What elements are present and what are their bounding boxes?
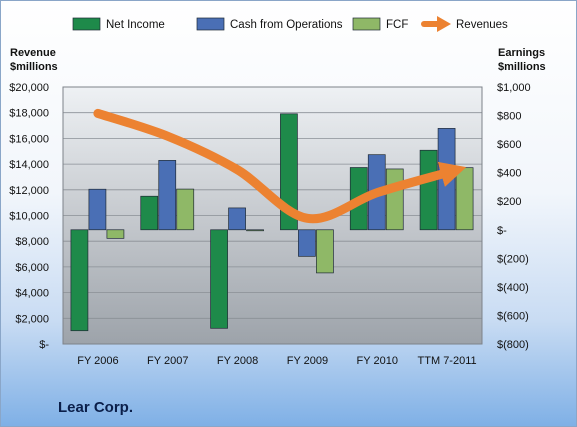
bar-net-income (70, 229, 89, 332)
gridlines (62, 86, 483, 345)
right-tick-label: $(800) (497, 339, 529, 351)
bar-cash-from-operations (88, 188, 107, 231)
legend-label-fcf: FCF (386, 19, 408, 31)
left-tick-label: $20,000 (9, 82, 49, 94)
left-tick-label: $2,000 (15, 313, 49, 325)
x-tick-label: FY 2008 (217, 355, 258, 367)
right-tick-label: $(600) (497, 310, 529, 322)
left-axis-label-line2: $millions (10, 61, 58, 73)
right-tick-label: $(400) (497, 282, 529, 294)
left-axis: Revenue $millions $- $2,000 $4,000 $6,000 $8… (9, 47, 57, 351)
legend-arrow-revenues (437, 16, 451, 32)
left-tick-label: $18,000 (9, 108, 49, 120)
right-tick-label: $(200) (497, 253, 529, 265)
x-tick-label: FY 2006 (77, 355, 118, 367)
right-axis-label-line1: Earnings (498, 47, 545, 59)
left-axis-label-line1: Revenue (10, 47, 56, 59)
legend-swatch-net-income (72, 17, 101, 31)
plot-border (62, 86, 483, 345)
right-axis-label-line2: $millions (498, 61, 546, 73)
bar-net-income (280, 113, 298, 231)
x-tick-label: FY 2007 (147, 355, 188, 367)
bar-cash-from-operations (298, 229, 316, 257)
left-tick-label: $4,000 (15, 288, 49, 300)
bar-fcf (106, 229, 125, 239)
left-tick-label: $10,000 (9, 211, 49, 223)
right-tick-label: $1,000 (497, 82, 531, 94)
x-axis: FY 2006 FY 2007 FY 2008 FY 2009 FY 2010 TTM 7… (77, 355, 476, 367)
bar-net-income (210, 229, 228, 329)
legend-label-revenues: Revenues (456, 19, 508, 31)
legend: Net Income Cash from Operations FCF Revenue… (72, 16, 508, 32)
bars (70, 113, 474, 332)
right-tick-label: $- (497, 225, 507, 237)
x-tick-label: FY 2010 (357, 355, 398, 367)
left-tick-label: $12,000 (9, 185, 49, 197)
right-tick-label: $600 (497, 139, 521, 151)
right-tick-label: $400 (497, 168, 521, 180)
left-tick-label: $16,000 (9, 133, 49, 145)
legend-label-cash-from-operations: Cash from Operations (230, 19, 343, 31)
legend-swatch-cash-from-operations (196, 17, 225, 31)
right-axis: Earnings $millions $(800) $(600) $(400) $(2… (497, 47, 546, 351)
bar-fcf (176, 188, 195, 231)
bar-net-income (419, 149, 438, 231)
left-tick-label: $6,000 (15, 262, 49, 274)
x-tick-label: TTM 7-2011 (418, 355, 477, 367)
company-name: Lear Corp. (58, 399, 134, 416)
bar-fcf (246, 229, 264, 232)
x-tick-label: FY 2009 (287, 355, 328, 367)
bar-fcf (316, 229, 334, 274)
left-tick-label: $- (39, 339, 49, 351)
revenues-curve (93, 108, 467, 224)
bar-cash-from-operations (228, 207, 246, 231)
left-tick-label: $14,000 (9, 159, 49, 171)
left-tick-label: $8,000 (15, 236, 49, 248)
bar-fcf (385, 168, 404, 231)
right-tick-label: $200 (497, 196, 521, 208)
bar-fcf (455, 167, 474, 231)
legend-swatch-fcf (352, 17, 381, 31)
legend-label-net-income: Net Income (106, 19, 165, 31)
revenues-line (93, 108, 467, 224)
bar-cash-from-operations (158, 160, 177, 231)
bar-net-income (140, 195, 159, 231)
right-tick-label: $800 (497, 111, 521, 123)
